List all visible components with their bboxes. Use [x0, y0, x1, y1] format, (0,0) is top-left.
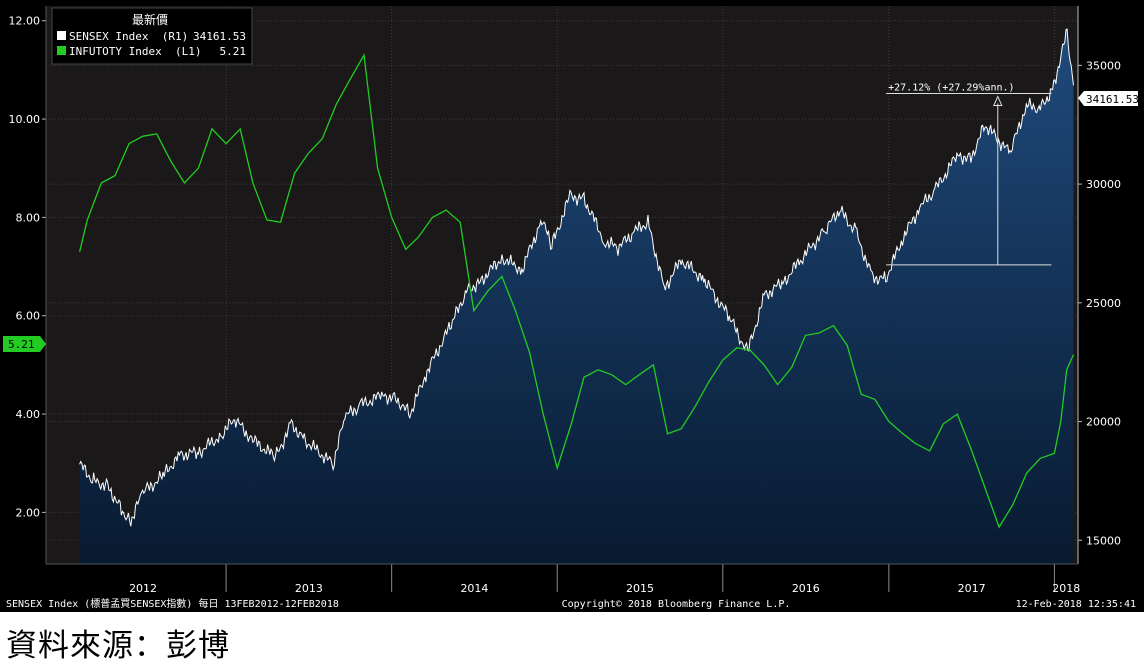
sensex-area-group [79, 28, 1074, 564]
legend-header: 最新價 [132, 12, 168, 27]
right-tick-label-2: 25000 [1086, 297, 1121, 310]
legend-box [51, 7, 253, 65]
footer-center: Copyright© 2018 Bloomberg Finance L.P. [562, 599, 791, 610]
left-tick-label-4: 4.00 [16, 408, 41, 421]
left-last-value-tag-text: 5.21 [8, 338, 35, 351]
left-tick-label-5: 2.00 [16, 506, 41, 519]
legend-swatch-infutoty [57, 46, 66, 55]
annotation-label: +27.12% (+27.29%ann.) [888, 82, 1014, 93]
right-last-value-tag-text: 34161.53 [1086, 93, 1139, 106]
source-caption: 資料來源：彭博 [6, 628, 230, 664]
legend-value-sensex: 34161.53 [193, 30, 246, 43]
sensex-series-line [79, 28, 1074, 527]
legend-label-sensex: SENSEX Index (R1) [69, 30, 188, 43]
left-tick-label-0: 12.00 [9, 15, 41, 28]
x-tick-label-4: 2016 [792, 582, 820, 595]
legend: 最新價 SENSEX Index (R1) 34161.53 INFUTOTY … [51, 7, 253, 65]
right-tick-label-3: 20000 [1086, 416, 1121, 429]
x-tick-label-5: 2017 [958, 582, 986, 595]
footer: SENSEX Index (標普孟買SENSEX指數) 每日 13FEB2012… [6, 597, 1136, 610]
footer-right: 12-Feb-2018 12:35:41 [1016, 599, 1136, 610]
infutoty-line-group [78, 53, 1075, 529]
x-tick-label-1: 2013 [295, 582, 323, 595]
x-tick-label-2: 2014 [460, 582, 488, 595]
legend-swatch-sensex [57, 31, 66, 40]
left-tick-label-3: 6.00 [16, 310, 41, 323]
chart-area: +27.12% (+27.29%ann.) 12.00 10.00 8.00 6.00… [0, 0, 1144, 612]
x-tick-label-0: 2012 [129, 582, 157, 595]
right-tick-label-1: 30000 [1086, 178, 1121, 191]
right-tick-label-0: 35000 [1086, 59, 1121, 72]
footer-left: SENSEX Index (標普孟買SENSEX指數) 每日 13FEB2012… [6, 597, 339, 610]
legend-label-infutoty: INFUTOTY Index (L1) [69, 45, 201, 58]
left-tick-label-1: 10.00 [9, 113, 41, 126]
infutoty-series-line [78, 53, 1075, 529]
axes: 12.00 10.00 8.00 6.00 4.00 2.00 35000 30000 2500… [9, 6, 1121, 595]
right-tick-label-4: 15000 [1086, 534, 1121, 547]
left-tick-label-2: 8.00 [16, 211, 41, 224]
right-last-value-tag-shape [1078, 91, 1138, 106]
left-last-value-tag: 5.21 [3, 336, 46, 352]
left-last-value-tag-shape [3, 336, 46, 352]
return-annotation: +27.12% (+27.29%ann.) [886, 82, 1052, 266]
right-last-value-tag: 34161.53 [1078, 91, 1139, 106]
annotation-arrowhead [993, 95, 1003, 106]
sensex-area-fill [79, 29, 1074, 564]
x-tick-label-3: 2015 [626, 582, 654, 595]
legend-value-infutoty: 5.21 [220, 45, 247, 58]
x-tick-label-6: 2018 [1052, 582, 1080, 595]
